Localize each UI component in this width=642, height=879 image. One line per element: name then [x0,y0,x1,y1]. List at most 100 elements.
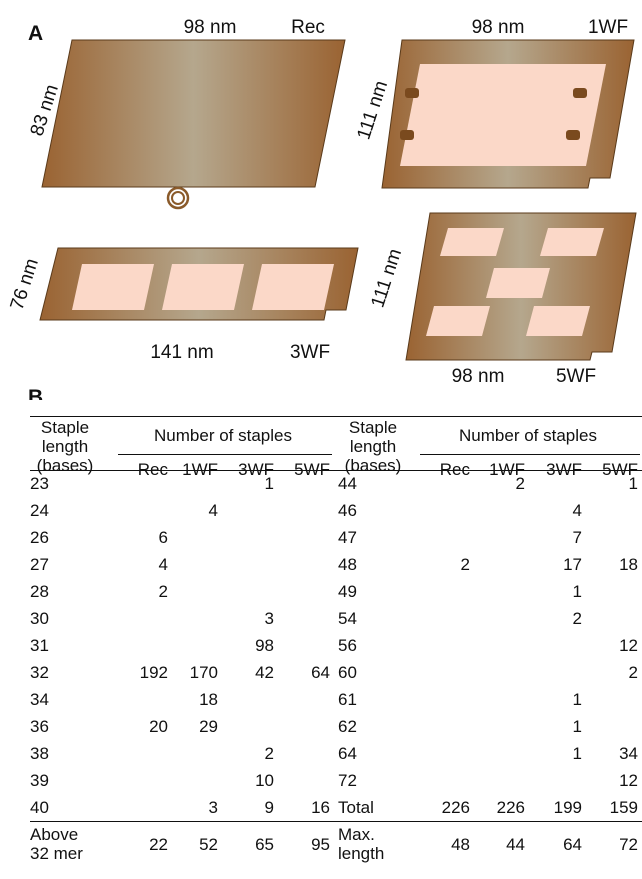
group-header: Number of staples [418,426,638,445]
row-label: 40 [30,798,49,817]
row-label: 60 [338,663,357,682]
cell: 22 [149,835,168,854]
rule [420,454,640,455]
row-label: 36 [30,717,49,736]
row-label: 27 [30,555,49,574]
row-label: 72 [338,771,357,790]
group-header: Number of staples [116,426,330,445]
rule [30,821,642,822]
cell: 98 [255,636,274,655]
cell: 1 [573,582,582,601]
cell: 6 [159,528,168,547]
shape-name: 3WF [290,342,330,363]
row-label: Above 32 mer [30,825,94,863]
height-label: 111 nm [367,246,406,310]
cell: 4 [573,501,582,520]
cell: 170 [190,663,218,682]
page: A 98 nm Rec 83 nm 98 nm 1WF 111 nm 76 nm… [0,0,642,879]
column-header: Rec [440,460,470,479]
width-label: 141 nm [150,342,213,363]
window [440,228,504,256]
cell: 3 [265,609,274,628]
cell: 1 [573,744,582,763]
row-label: 23 [30,474,49,493]
cell: 95 [311,835,330,854]
cell: 64 [311,663,330,682]
width-label: 98 nm [184,17,237,38]
row-label: 61 [338,690,357,709]
cell: 3 [209,798,218,817]
cell: 9 [265,798,274,817]
window [540,228,604,256]
cell: 12 [619,636,638,655]
shape-name: 1WF [588,17,628,38]
row-label: 31 [30,636,49,655]
window [72,264,154,310]
row-label: 64 [338,744,357,763]
panel-a: A 98 nm Rec 83 nm 98 nm 1WF 111 nm 76 nm… [0,0,642,400]
panel-label: A [28,22,43,45]
row-label: 39 [30,771,49,790]
cell: 199 [554,798,582,817]
column-header: Staple length (bases) [334,418,412,475]
row-label: 28 [30,582,49,601]
cell: 192 [140,663,168,682]
row-label: 49 [338,582,357,601]
cell: 1 [573,690,582,709]
cell: 48 [451,835,470,854]
panel-label: B [28,386,43,400]
cell: 226 [497,798,525,817]
row-label: Total [338,798,374,817]
cell: 18 [619,555,638,574]
row-label: 46 [338,501,357,520]
cell: 4 [159,555,168,574]
row-label: 56 [338,636,357,655]
shape-name: Rec [291,17,325,38]
column-header: 1WF [182,460,218,479]
cell: 4 [209,501,218,520]
cell: 226 [442,798,470,817]
cell: 1 [265,474,274,493]
row-label: 48 [338,555,357,574]
row-label: 24 [30,501,49,520]
cell: 64 [563,835,582,854]
column-header: 5WF [294,460,330,479]
cell: 2 [573,609,582,628]
rule [118,454,332,455]
window [252,264,334,310]
row-label: Max. length [338,825,402,863]
bridge [400,130,414,140]
row-label: 32 [30,663,49,682]
cell: 34 [619,744,638,763]
cell: 52 [199,835,218,854]
row-label: 30 [30,609,49,628]
column-header: Rec [138,460,168,479]
row-label: 54 [338,609,357,628]
window [426,306,490,336]
row-label: 34 [30,690,49,709]
cell: 20 [149,717,168,736]
column-header: 3WF [546,460,582,479]
width-label: 98 nm [472,17,525,38]
window [526,306,590,336]
width-label: 98 nm [452,366,505,387]
height-label: 76 nm [7,256,43,313]
bridge [566,130,580,140]
cell: 1 [629,474,638,493]
cell: 2 [461,555,470,574]
window [486,268,550,298]
row-label: 47 [338,528,357,547]
loop [172,192,184,204]
bridge [405,88,419,98]
cell: 10 [255,771,274,790]
height-label: 111 nm [353,78,392,142]
rec-shape [42,40,345,187]
cell: 44 [506,835,525,854]
shape-name: 5WF [556,366,596,387]
cell: 2 [516,474,525,493]
cell: 29 [199,717,218,736]
cell: 2 [265,744,274,763]
cell: 159 [610,798,638,817]
row-label: 44 [338,474,357,493]
cell: 12 [619,771,638,790]
